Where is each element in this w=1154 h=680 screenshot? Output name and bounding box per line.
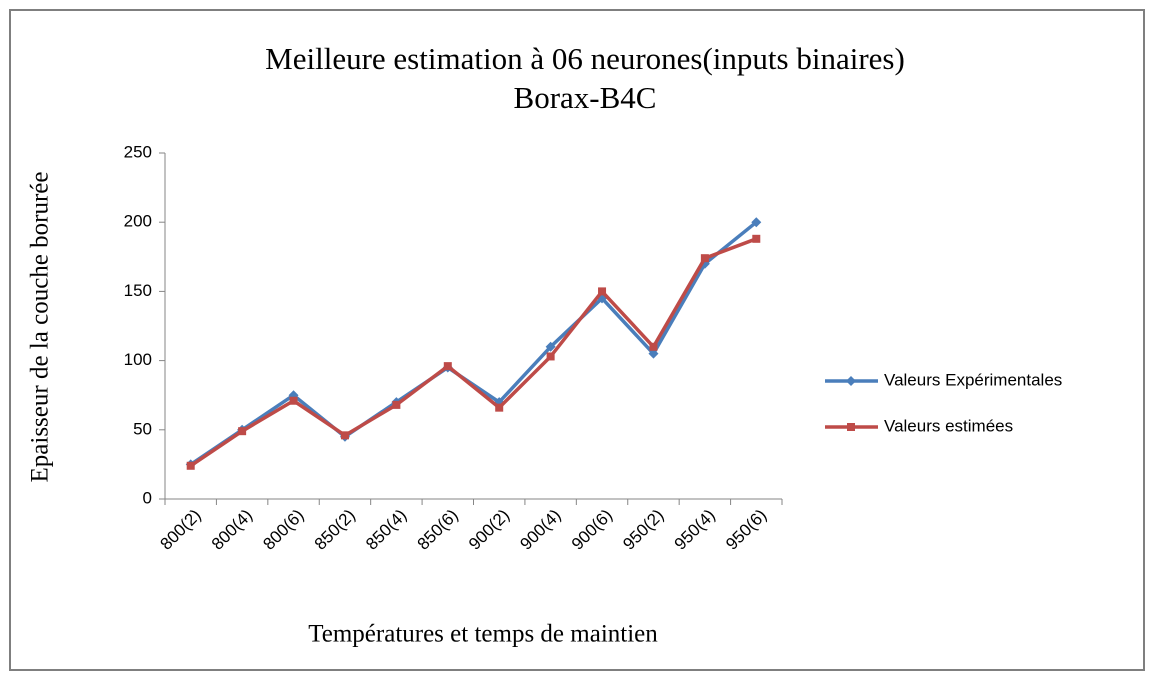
marker xyxy=(649,342,658,351)
marker xyxy=(751,217,762,228)
marker xyxy=(752,234,761,243)
y-tick-label: 0 xyxy=(143,488,152,507)
chart-border xyxy=(9,9,1145,671)
series-line xyxy=(189,237,757,468)
marker xyxy=(495,403,504,412)
marker xyxy=(648,348,659,359)
marker xyxy=(847,423,855,431)
chart-title: Meilleure estimation à 06 neurones(input… xyxy=(265,41,905,76)
legend-label: Valeurs estimées xyxy=(884,416,1013,435)
y-tick-label: 200 xyxy=(124,212,152,231)
marker xyxy=(443,362,452,371)
y-tick-label: 100 xyxy=(124,350,152,369)
x-axis-title: Températures et temps de maintien xyxy=(308,621,658,648)
y-tick-label: 50 xyxy=(133,419,152,438)
marker xyxy=(186,461,195,470)
marker xyxy=(238,427,247,436)
marker xyxy=(700,254,709,263)
y-axis-title: Epaisseur de la couche borurée xyxy=(27,172,54,483)
marker xyxy=(392,400,401,409)
y-tick-label: 250 xyxy=(124,142,152,161)
legend-label: Valeurs Expérimentales xyxy=(884,370,1062,389)
y-tick-label: 150 xyxy=(124,281,152,300)
marker xyxy=(598,287,607,296)
marker xyxy=(289,396,298,405)
chart-subtitle: Borax-B4C xyxy=(514,80,657,115)
marker xyxy=(846,376,856,386)
marker xyxy=(340,431,349,440)
marker xyxy=(545,341,556,352)
marker xyxy=(546,352,555,361)
